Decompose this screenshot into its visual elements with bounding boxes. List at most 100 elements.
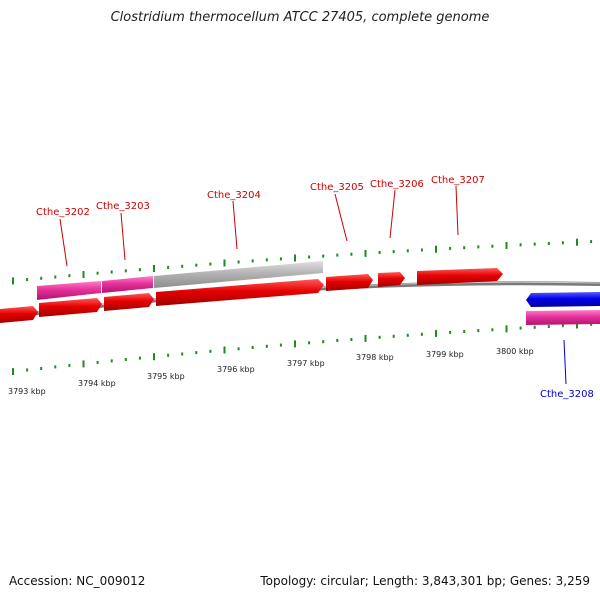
gene-label-cthe-3208[interactable]: Cthe_3208 <box>540 389 594 400</box>
gene-block-cthe-3202[interactable] <box>37 281 101 300</box>
gene-arrow-cthe-3207[interactable] <box>417 268 503 285</box>
minor-tick <box>378 335 381 339</box>
scale-label: 3793 kbp <box>8 387 46 396</box>
minor-tick <box>308 341 311 345</box>
leader-line-cthe-3206 <box>389 189 396 239</box>
minor-tick <box>350 252 353 256</box>
leader-line-cthe-3204 <box>232 200 238 250</box>
accession-text: Accession: NC_009012 <box>9 574 146 588</box>
minor-tick <box>322 340 325 344</box>
gene-arrow-cthe-3208[interactable] <box>526 292 600 307</box>
gene-label-cthe-3203[interactable]: Cthe_3203 <box>96 201 150 212</box>
minor-tick <box>336 253 339 257</box>
major-tick <box>12 277 14 285</box>
gene-label-cthe-3206[interactable]: Cthe_3206 <box>370 179 424 190</box>
minor-tick <box>279 343 282 347</box>
minor-tick <box>110 359 113 363</box>
minor-tick <box>110 270 113 274</box>
major-tick <box>576 321 578 329</box>
gene-arrow-cthe-3205[interactable] <box>326 274 373 291</box>
minor-tick <box>547 325 550 328</box>
gene-labels: Cthe_3202 Cthe_3203 Cthe_3204 Cthe_3205 … <box>36 175 594 400</box>
gene-arrow-cthe-3202[interactable] <box>39 298 102 317</box>
minor-tick <box>561 241 564 245</box>
gene-label-cthe-3202[interactable]: Cthe_3202 <box>36 207 90 218</box>
minor-tick <box>547 242 550 245</box>
gene-features-inner <box>0 268 503 323</box>
minor-tick <box>519 243 522 247</box>
minor-tick <box>491 328 494 332</box>
major-tick <box>364 334 367 342</box>
gene-arrow-prev[interactable] <box>0 306 38 323</box>
minor-tick <box>68 274 71 278</box>
minor-tick <box>449 330 452 334</box>
minor-tick <box>209 262 212 266</box>
minor-tick <box>561 324 564 328</box>
minor-tick <box>392 334 395 338</box>
minor-tick <box>406 333 409 337</box>
minor-tick <box>251 259 254 263</box>
minor-tick <box>590 240 593 244</box>
gene-block-cthe-3208[interactable] <box>526 310 600 325</box>
gene-label-cthe-3204[interactable]: Cthe_3204 <box>207 190 261 201</box>
minor-tick <box>519 326 522 330</box>
minor-tick <box>265 258 268 262</box>
minor-tick <box>533 325 536 329</box>
minor-tick <box>308 255 311 259</box>
minor-tick <box>477 245 480 249</box>
scale-label: 3796 kbp <box>217 365 255 374</box>
minor-tick <box>96 271 99 275</box>
scale-label: 3795 kbp <box>147 372 185 381</box>
leader-line-cthe-3202 <box>59 218 68 267</box>
minor-tick <box>209 349 212 353</box>
minor-tick <box>237 347 240 351</box>
major-tick <box>153 265 155 272</box>
minor-tick <box>26 368 29 372</box>
minor-tick <box>138 268 141 272</box>
gene-features-reverse <box>526 292 600 325</box>
leader-line-cthe-3203 <box>120 212 126 261</box>
gene-arrow-cthe-3203[interactable] <box>104 293 154 311</box>
scale-label: 3800 kbp <box>496 347 534 356</box>
minor-tick <box>590 322 593 326</box>
minor-tick <box>420 248 423 252</box>
minor-tick <box>124 269 127 273</box>
leader-line-cthe-3207 <box>455 185 459 236</box>
minor-tick <box>195 351 198 355</box>
minor-tick <box>54 365 57 369</box>
topology-text: Topology: circular; Length: 3,843,301 bp… <box>260 574 590 588</box>
major-tick <box>505 242 508 249</box>
minor-tick <box>124 358 127 361</box>
minor-tick <box>533 242 536 246</box>
minor-tick <box>378 251 381 254</box>
minor-tick <box>138 356 141 360</box>
major-tick <box>82 360 85 368</box>
upper-tick-track <box>12 238 593 285</box>
scale-label: 3798 kbp <box>356 353 394 362</box>
major-tick <box>153 353 155 361</box>
minor-tick <box>477 329 480 333</box>
minor-tick <box>350 338 353 341</box>
minor-tick <box>336 339 339 342</box>
leader-line-cthe-3205 <box>334 193 348 242</box>
leader-line-cthe-3208 <box>563 339 567 385</box>
minor-tick <box>279 257 282 261</box>
minor-tick <box>463 330 466 333</box>
gene-block-cthe-3204-outer[interactable] <box>154 261 323 288</box>
gene-label-cthe-3207[interactable]: Cthe_3207 <box>431 175 485 186</box>
minor-tick <box>54 275 57 279</box>
minor-tick <box>491 244 494 248</box>
scale-labels: 3793 kbp 3794 kbp 3795 kbp 3796 kbp 3797… <box>8 347 534 396</box>
minor-tick <box>463 246 466 250</box>
minor-tick <box>40 367 43 370</box>
map-title: Clostridium thermocellum ATCC 27405, com… <box>110 10 490 25</box>
gene-arrow-cthe-3204[interactable] <box>156 279 324 306</box>
gene-features-outer <box>37 261 323 300</box>
gene-arrow-cthe-3206[interactable] <box>378 272 405 287</box>
gene-block-cthe-3203[interactable] <box>102 276 153 293</box>
gene-label-cthe-3205[interactable]: Cthe_3205 <box>310 182 364 193</box>
major-tick <box>223 259 226 267</box>
minor-tick <box>420 332 423 336</box>
minor-tick <box>26 278 29 282</box>
